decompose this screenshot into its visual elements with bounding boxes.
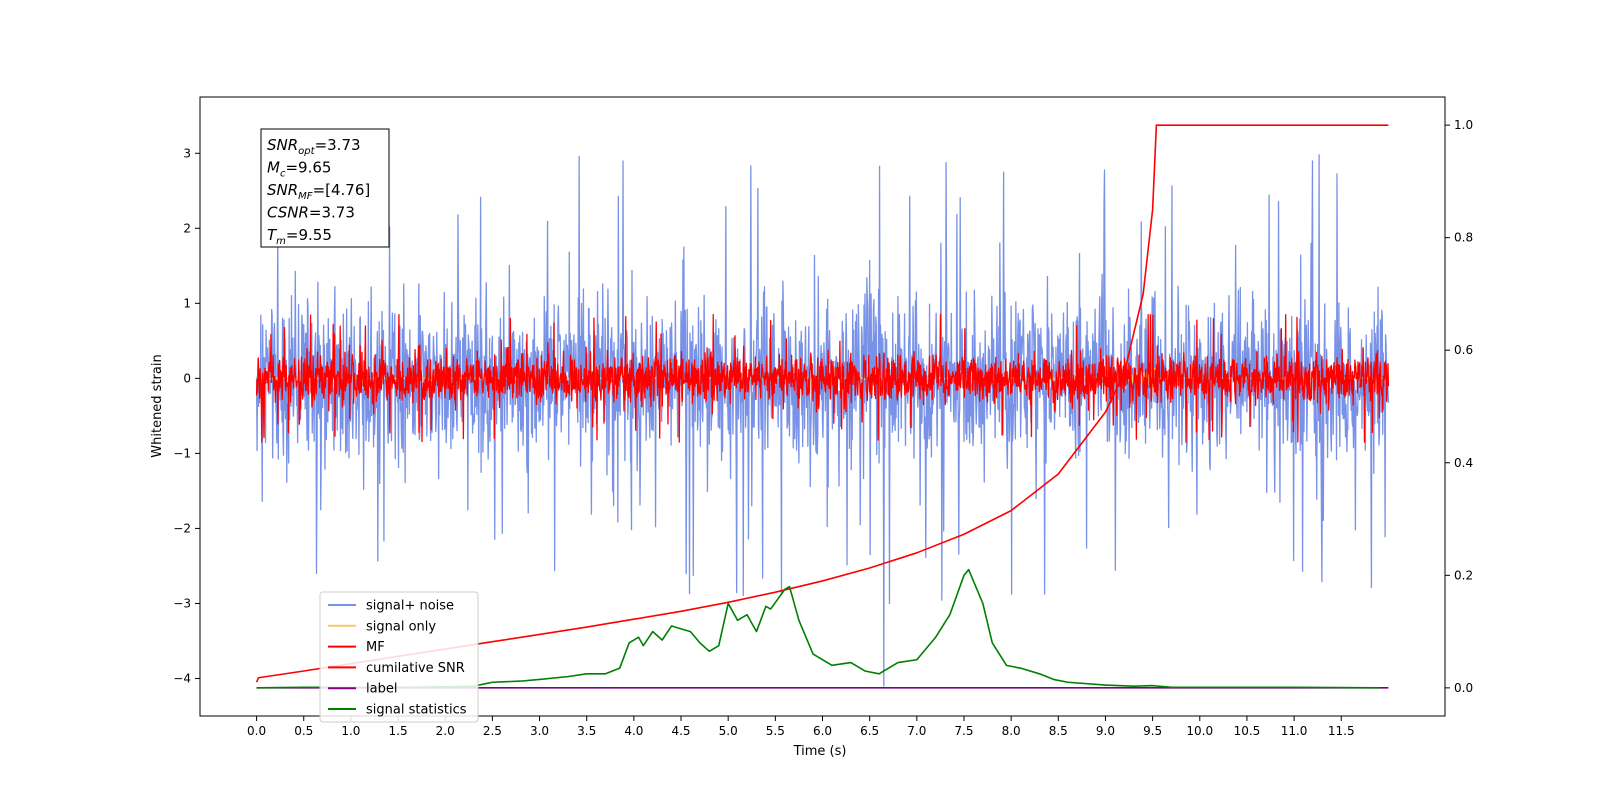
x-tick-label: 5.0 xyxy=(719,724,738,738)
x-tick-label: 7.5 xyxy=(954,724,973,738)
annotation-line: Tm=9.55 xyxy=(267,226,332,247)
series-signal-statistics xyxy=(256,568,1379,689)
x-axis-label: Time (s) xyxy=(793,744,847,759)
x-tick-label: 11.5 xyxy=(1328,724,1355,738)
x-tick-label: 6.0 xyxy=(813,724,832,738)
x-tick-label: 9.5 xyxy=(1143,724,1162,738)
y2-tick-label: 0.8 xyxy=(1454,231,1473,245)
annotation-line: Mc=9.65 xyxy=(267,159,331,180)
annotation-line: SNRopt=3.73 xyxy=(267,136,361,157)
x-tick-label: 8.5 xyxy=(1049,724,1068,738)
y2-tick-label: 1.0 xyxy=(1454,118,1473,132)
y2-tick-label: 0.2 xyxy=(1454,568,1473,582)
x-tick-label: 3.5 xyxy=(577,724,596,738)
x-tick-label: 0.5 xyxy=(294,724,313,738)
x-axis: 0.0 0.5 1.0 1.5 2.0 2.5 3.0 3.5 4.0 4.5 5.0 5.5 6.0 6… xyxy=(247,716,1355,738)
legend-entry: signal only xyxy=(366,619,436,634)
x-tick-label: 2.0 xyxy=(436,724,455,738)
x-tick-label: 9.0 xyxy=(1096,724,1115,738)
legend-entry: signal statistics xyxy=(366,703,467,718)
series-mf xyxy=(255,313,1390,443)
x-tick-label: 2.5 xyxy=(483,724,502,738)
x-tick-label: 5.5 xyxy=(766,724,785,738)
y-axis-left: 3 2 1 0 −1 −2 −3 −4 xyxy=(173,146,200,685)
x-tick-label: 1.0 xyxy=(341,724,360,738)
legend-entry: cumilative SNR xyxy=(366,661,465,676)
annotation-line: SNRMF=[4.76] xyxy=(267,181,370,202)
y-tick-label: −1 xyxy=(173,446,191,460)
x-tick-label: 7.0 xyxy=(907,724,926,738)
legend-entry: MF xyxy=(366,640,385,655)
y-tick-label: −4 xyxy=(173,671,191,685)
y-tick-label: 3 xyxy=(183,146,191,160)
y-axis-label: Whitened strain xyxy=(150,354,165,457)
x-tick-label: 11.0 xyxy=(1281,724,1308,738)
y-tick-label: 2 xyxy=(183,221,191,235)
series-signal-noise xyxy=(255,154,1390,687)
y-axis-right: 1.0 0.8 0.6 0.4 0.2 0.0 xyxy=(1445,118,1473,695)
annotation-line: CSNR=3.73 xyxy=(267,204,355,222)
x-tick-label: 1.5 xyxy=(389,724,408,738)
x-tick-label: 4.5 xyxy=(671,724,690,738)
y-tick-label: 0 xyxy=(183,371,191,385)
y-tick-label: −3 xyxy=(173,596,191,610)
legend-entry: signal+ noise xyxy=(366,599,454,614)
x-tick-label: 6.5 xyxy=(860,724,879,738)
y2-tick-label: 0.4 xyxy=(1454,456,1473,470)
x-tick-label: 4.0 xyxy=(624,724,643,738)
x-tick-label: 10.5 xyxy=(1234,724,1261,738)
x-tick-label: 10.0 xyxy=(1186,724,1213,738)
y-tick-label: 1 xyxy=(183,296,191,310)
y2-tick-label: 0.0 xyxy=(1454,681,1473,695)
legend-entry: label xyxy=(366,682,397,697)
x-tick-label: 8.0 xyxy=(1002,724,1021,738)
y2-tick-label: 0.6 xyxy=(1454,343,1473,357)
legend: signal+ noise signal only MF cumilative SNR… xyxy=(319,591,479,723)
x-tick-label: 3.0 xyxy=(530,724,549,738)
x-tick-label: 0.0 xyxy=(247,724,266,738)
y-tick-label: −2 xyxy=(173,521,191,535)
